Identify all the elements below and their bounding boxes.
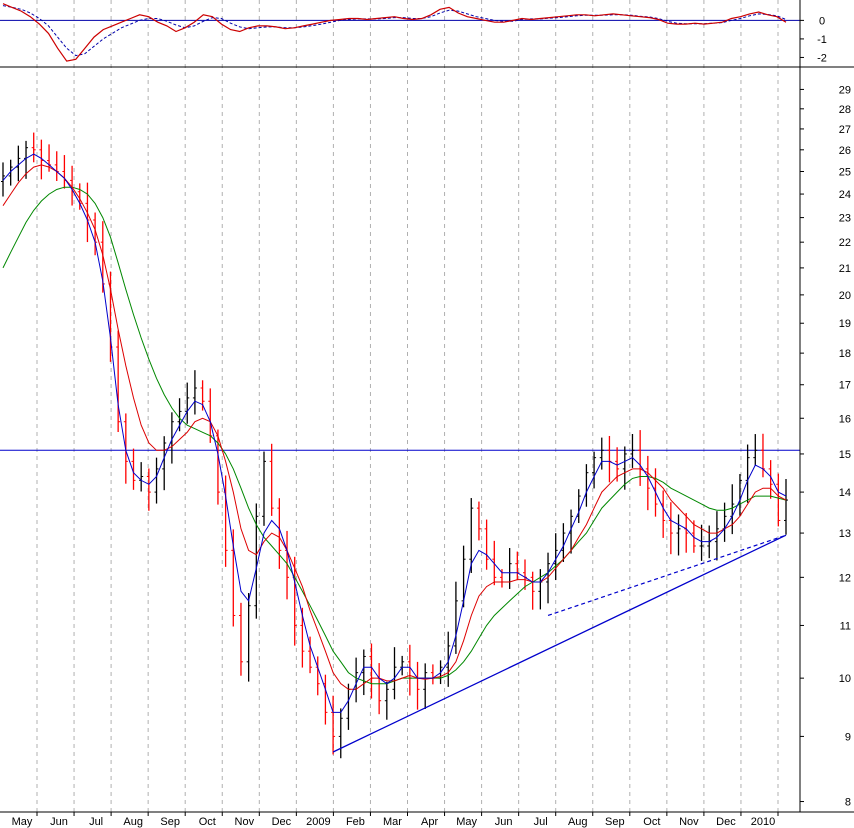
x-tick-label: Feb bbox=[346, 816, 365, 828]
support-trendline bbox=[332, 534, 787, 753]
y-tick-label: 17 bbox=[839, 380, 851, 392]
oscillator-signal-line bbox=[2, 3, 787, 62]
x-tick-label: 2009 bbox=[306, 816, 330, 828]
x-tick-label: May bbox=[12, 816, 33, 828]
y-tick-label: 16 bbox=[839, 413, 851, 425]
y-tick-label: 20 bbox=[839, 290, 851, 302]
y-tick-label: 12 bbox=[839, 572, 851, 584]
y-tick-label: 13 bbox=[839, 528, 851, 540]
x-tick-label: Nov bbox=[679, 816, 699, 828]
x-tick-label: Oct bbox=[199, 816, 216, 828]
x-tick-label: Jun bbox=[495, 816, 513, 828]
y-tick-label: 23 bbox=[839, 213, 851, 225]
x-tick-label: Mar bbox=[383, 816, 402, 828]
osc-tick-label: -2 bbox=[817, 52, 827, 64]
x-tick-label: Oct bbox=[643, 816, 660, 828]
y-tick-label: 29 bbox=[839, 84, 851, 96]
y-tick-label: 19 bbox=[839, 318, 851, 330]
osc-tick-label: 0 bbox=[819, 15, 825, 27]
price-panel bbox=[0, 132, 800, 759]
x-tick-label: Apr bbox=[421, 816, 438, 828]
x-tick-label: Aug bbox=[568, 816, 588, 828]
moving-average-mid bbox=[2, 164, 787, 690]
y-tick-label: 24 bbox=[839, 189, 851, 201]
y-tick-label: 15 bbox=[839, 449, 851, 461]
x-tick-label: Nov bbox=[235, 816, 255, 828]
y-tick-label: 9 bbox=[845, 731, 851, 743]
y-tick-label: 26 bbox=[839, 145, 851, 157]
x-tick-label: Jun bbox=[50, 816, 68, 828]
y-tick-label: 10 bbox=[839, 673, 851, 685]
y-tick-label: 27 bbox=[839, 124, 851, 136]
y-tick-label: 28 bbox=[839, 104, 851, 116]
x-tick-label: Jul bbox=[534, 816, 548, 828]
moving-average-short bbox=[2, 153, 787, 713]
y-tick-label: 22 bbox=[839, 237, 851, 249]
price-y-axis-ticks: 29 28 27 26 25 24 23 22 21 20 19 18 17 16 15 14 13 12 11 10… bbox=[800, 84, 851, 809]
y-tick-label: 14 bbox=[839, 487, 851, 499]
x-tick-label: Aug bbox=[123, 816, 143, 828]
oscillator-y-axis-ticks: 0 -1 -2 bbox=[800, 15, 827, 64]
x-tick-label: Jul bbox=[89, 816, 103, 828]
x-tick-label: Dec bbox=[716, 816, 736, 828]
oscillator-trigger-line bbox=[2, 5, 787, 57]
x-axis-ticks: May Jun Jul Aug Sep Oct Nov Dec 2009 Feb Mar Apr May… bbox=[12, 812, 779, 828]
x-tick-label: May bbox=[456, 816, 477, 828]
x-tick-label: Sep bbox=[605, 816, 625, 828]
osc-tick-label: -1 bbox=[817, 34, 827, 46]
y-tick-label: 8 bbox=[845, 797, 851, 809]
x-tick-label: Sep bbox=[160, 816, 180, 828]
y-tick-label: 11 bbox=[840, 620, 851, 632]
x-tick-label: Dec bbox=[272, 816, 292, 828]
y-tick-label: 21 bbox=[839, 263, 851, 275]
y-tick-label: 25 bbox=[839, 166, 851, 178]
y-tick-label: 18 bbox=[839, 348, 851, 360]
x-tick-label: 2010 bbox=[751, 816, 775, 828]
oscillator-panel bbox=[0, 3, 800, 62]
